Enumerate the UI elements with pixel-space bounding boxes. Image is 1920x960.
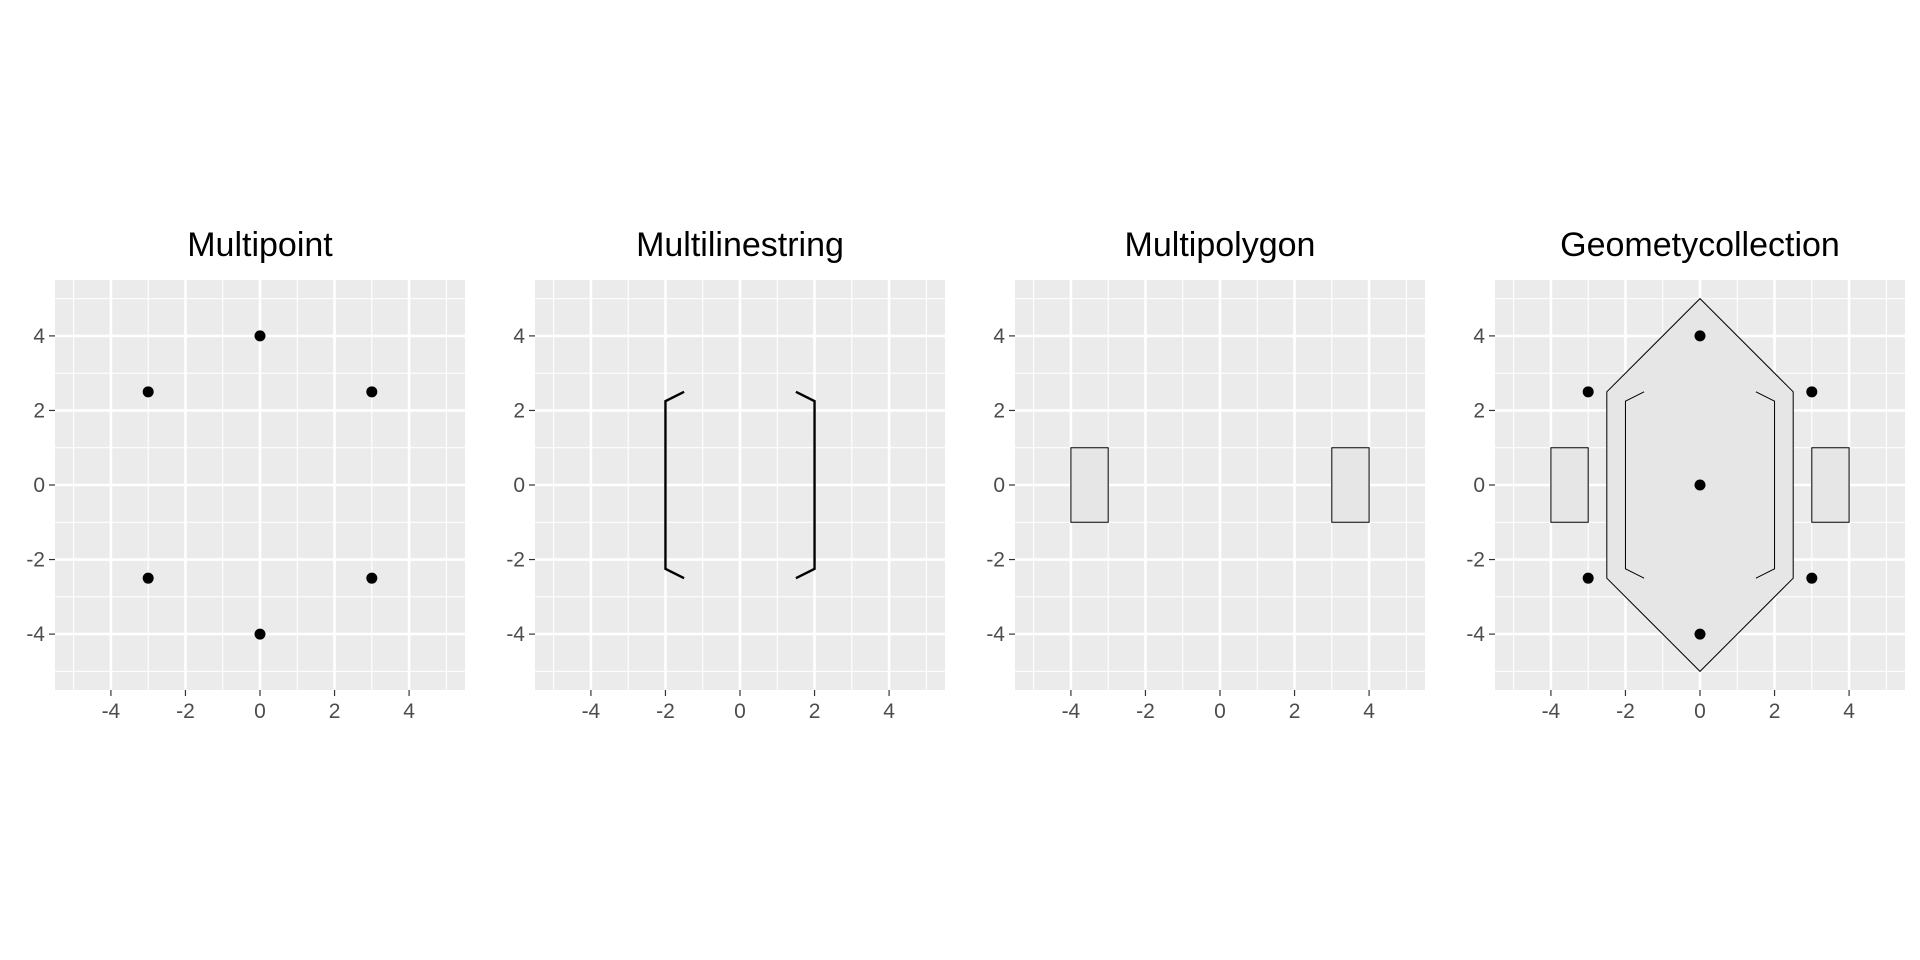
y-tick-label: 2 (513, 399, 525, 422)
x-tick-label: -2 (176, 700, 195, 723)
x-tick-label: -2 (1136, 700, 1155, 723)
y-tick-label: 0 (993, 474, 1005, 497)
point-marker (1806, 386, 1818, 398)
y-tick-label: 2 (1473, 399, 1485, 422)
panel-title: Multilinestring (636, 226, 844, 264)
y-tick-label: -4 (1466, 623, 1485, 646)
linestring-geometry (1755, 391, 1776, 579)
polygon-geometry (1070, 447, 1109, 523)
y-tick-label: -2 (506, 549, 525, 572)
x-tick-label: 2 (1769, 700, 1781, 723)
panel-geometycollection: Geometycollection -4 -2 0 2 4 -4 -2 0 2 4 (1466, 226, 1905, 723)
point-marker (1806, 572, 1818, 584)
y-tick-label: 4 (33, 325, 45, 348)
y-tick-label: 4 (1473, 325, 1485, 348)
linestring-geometry (1624, 391, 1645, 579)
x-tick-label: 0 (1694, 700, 1706, 723)
x-tick-label: -2 (656, 700, 675, 723)
y-tick-label: 0 (513, 474, 525, 497)
panel-multipoint: Multipoint -4 -2 0 2 4 -4 -2 0 2 4 (26, 226, 465, 723)
point-marker (254, 330, 266, 342)
y-tick-label: -2 (26, 549, 45, 572)
x-tick-label: 2 (809, 700, 821, 723)
y-tick-label: 2 (33, 399, 45, 422)
polygon-geometry (1811, 447, 1850, 523)
point-marker (142, 386, 154, 398)
x-tick-label: 4 (1363, 700, 1375, 723)
y-tick-label: -4 (986, 623, 1005, 646)
point-marker (1694, 628, 1706, 640)
polygon-geometry (1331, 447, 1370, 523)
point-marker (366, 386, 378, 398)
x-tick-label: 2 (1289, 700, 1301, 723)
y-tick-label: -4 (26, 623, 45, 646)
y-tick-label: -2 (986, 549, 1005, 572)
y-tick-label: 4 (993, 325, 1005, 348)
panel-title: Multipoint (187, 226, 333, 264)
y-tick-label: 4 (513, 325, 525, 348)
point-marker (366, 572, 378, 584)
x-tick-label: -4 (1062, 700, 1081, 723)
y-tick-label: 2 (993, 399, 1005, 422)
y-tick-label: 0 (1473, 474, 1485, 497)
x-tick-label: 4 (1843, 700, 1855, 723)
y-tick-label: -2 (1466, 549, 1485, 572)
x-tick-label: 0 (254, 700, 266, 723)
linestring-geometry (795, 390, 816, 580)
point-marker (1694, 479, 1706, 491)
x-tick-label: 0 (1214, 700, 1226, 723)
panel-title: Multipolygon (1125, 226, 1316, 264)
linestring-geometry (664, 390, 685, 580)
polygon-geometry (1550, 447, 1589, 523)
panel-multipolygon: Multipolygon -4 -2 0 2 4 -4 -2 0 2 4 (986, 226, 1425, 723)
x-tick-label: 2 (329, 700, 341, 723)
point-marker (1582, 572, 1594, 584)
x-tick-label: 4 (403, 700, 415, 723)
y-tick-label: -4 (506, 623, 525, 646)
point-marker (142, 572, 154, 584)
x-tick-label: 4 (883, 700, 895, 723)
point-marker (1694, 330, 1706, 342)
x-tick-label: -2 (1616, 700, 1635, 723)
x-tick-label: -4 (1542, 700, 1561, 723)
x-tick-label: 0 (734, 700, 746, 723)
x-tick-label: -4 (102, 700, 121, 723)
point-marker (254, 628, 266, 640)
panel-title: Geometycollection (1560, 226, 1840, 264)
x-tick-label: -4 (582, 700, 601, 723)
panel-multilinestring: Multilinestring -4 -2 0 2 4 -4 -2 0 2 4 (506, 226, 945, 723)
point-marker (1582, 386, 1594, 398)
y-tick-label: 0 (33, 474, 45, 497)
